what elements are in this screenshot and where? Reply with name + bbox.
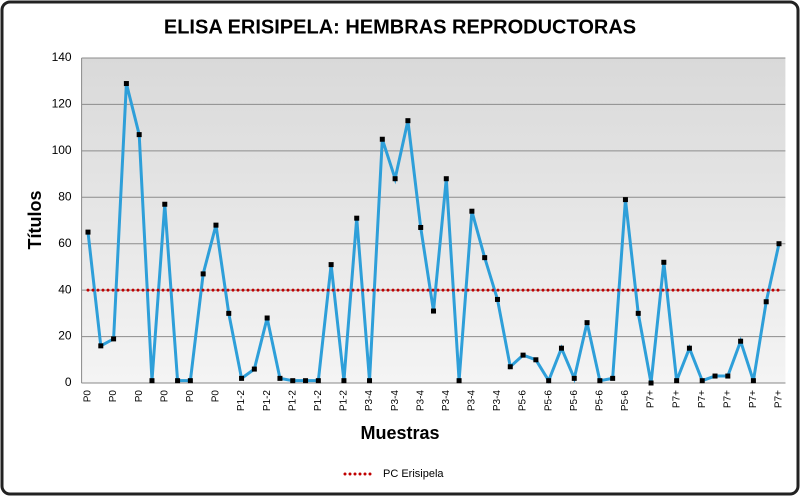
plot-area [81, 58, 786, 383]
point-marker [546, 378, 552, 384]
point-marker [443, 176, 449, 182]
point-marker [136, 132, 142, 138]
point-marker [315, 378, 321, 384]
x-tick-label: P7+ [722, 390, 733, 408]
x-tick-label: P3-4 [415, 390, 426, 412]
x-tick-label: P0 [185, 390, 196, 403]
point-marker [149, 378, 155, 384]
x-tick-label: P5-6 [518, 390, 529, 412]
x-tick-label: P0 [159, 390, 170, 403]
point-marker [213, 222, 219, 228]
point-marker [98, 343, 104, 349]
point-marker [584, 320, 590, 326]
point-marker [635, 310, 641, 316]
x-tick-label: P5-6 [594, 390, 605, 412]
y-axis-label: Títulos [25, 191, 45, 250]
y-tick-label: 60 [58, 236, 72, 250]
point-marker [507, 364, 513, 370]
point-marker [418, 224, 424, 230]
point-marker [123, 81, 129, 87]
point-marker [341, 378, 347, 384]
x-tick-label: P1-2 [236, 390, 247, 412]
point-marker [456, 378, 462, 384]
point-marker [354, 215, 360, 221]
legend-label: PC Erisipela [383, 468, 444, 480]
point-marker [661, 259, 667, 265]
point-marker [674, 378, 680, 384]
x-tick-label: P7+ [774, 390, 785, 408]
point-marker [469, 208, 475, 214]
y-tick-label: 20 [58, 329, 72, 343]
x-tick-label: P3-4 [467, 390, 478, 412]
point-marker [622, 197, 628, 203]
x-tick-label: P3-4 [390, 390, 401, 412]
x-tick-label: P7+ [748, 390, 759, 408]
x-tick-label: P5-6 [569, 390, 580, 412]
point-marker [251, 366, 257, 372]
point-marker [405, 118, 411, 124]
x-tick-label: P7+ [646, 390, 657, 408]
point-marker [482, 255, 488, 261]
point-marker [392, 176, 398, 182]
point-marker [776, 241, 782, 247]
point-marker [200, 271, 206, 277]
y-tick-label: 140 [52, 50, 72, 64]
point-marker [264, 315, 270, 321]
y-tick-label: 100 [52, 143, 72, 157]
point-marker [571, 375, 577, 381]
y-tick-label: 120 [52, 97, 72, 111]
x-tick-label: P1-2 [262, 390, 273, 412]
point-marker [763, 299, 769, 305]
y-tick-label: 80 [58, 189, 72, 203]
x-tick-label: P3-4 [441, 390, 452, 412]
point-marker [520, 352, 526, 358]
x-tick-label: P1-2 [313, 390, 324, 412]
x-tick-label: P7+ [697, 390, 708, 408]
point-marker [303, 378, 309, 384]
point-marker [738, 338, 744, 344]
point-marker [648, 380, 654, 386]
chart-title: ELISA ERISIPELA: HEMBRAS REPRODUCTORAS [164, 16, 636, 38]
x-tick-label: P1-2 [339, 390, 350, 412]
point-marker [328, 262, 334, 268]
x-tick-label: P1-2 [287, 390, 298, 412]
point-marker [111, 336, 117, 342]
point-marker [686, 345, 692, 351]
point-marker [187, 378, 193, 384]
x-tick-label: P3-4 [492, 390, 503, 412]
y-tick-label: 40 [58, 282, 72, 296]
point-marker [85, 229, 91, 235]
point-marker [725, 373, 731, 379]
x-tick-label: P0 [211, 390, 222, 403]
point-marker [379, 136, 385, 142]
x-tick-label: P5-6 [543, 390, 554, 412]
x-tick-label: P0 [83, 390, 94, 403]
x-tick-label: P7+ [671, 390, 682, 408]
point-marker [175, 378, 181, 384]
point-marker [610, 375, 616, 381]
point-marker [239, 375, 245, 381]
point-marker [290, 378, 296, 384]
x-tick-label: P0 [134, 390, 145, 403]
point-marker [750, 378, 756, 384]
point-marker [431, 308, 436, 314]
point-marker [533, 357, 539, 363]
x-tick-label: P0 [108, 390, 119, 403]
point-marker [712, 373, 718, 379]
point-marker [494, 296, 500, 302]
point-marker [558, 345, 564, 351]
x-tick-label: P3-4 [364, 390, 375, 412]
point-marker [277, 375, 283, 381]
point-marker [597, 378, 603, 384]
point-marker [367, 378, 373, 384]
y-tick-label: 0 [65, 375, 72, 389]
point-marker [226, 310, 232, 316]
point-marker [162, 201, 168, 207]
x-axis-label: Muestras [360, 423, 439, 443]
point-marker [699, 378, 705, 384]
x-tick-label: P5-6 [620, 390, 631, 412]
